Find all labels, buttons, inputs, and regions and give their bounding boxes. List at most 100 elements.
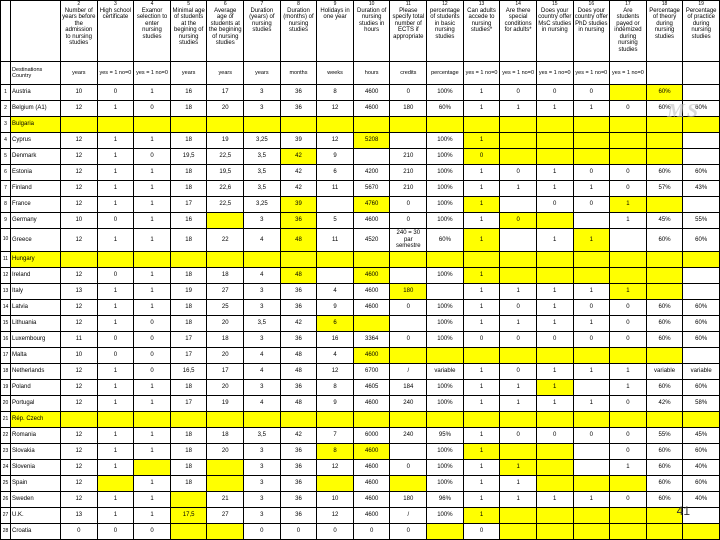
data-cell: 19,5 [207, 165, 244, 181]
data-cell: 1 [134, 475, 171, 491]
data-cell: 7 [317, 427, 354, 443]
country-cell: Sweden [11, 491, 61, 507]
table-row: 26Sweden12112133610460018096%1111060%40% [1, 491, 720, 507]
data-cell [573, 149, 610, 165]
data-cell [280, 411, 317, 427]
col-units: yes = 1 no=0 [500, 62, 537, 85]
row-number: 4 [1, 133, 11, 149]
data-cell: 1 [610, 197, 647, 213]
data-cell: 180 [390, 491, 427, 507]
data-cell: 18 [170, 165, 207, 181]
data-cell: 100% [427, 165, 464, 181]
row-number: 6 [1, 165, 11, 181]
data-cell: 0 [463, 331, 500, 347]
data-cell: 4760 [353, 197, 390, 213]
data-cell: 5670 [353, 181, 390, 197]
table-row: 27U.K.131117,527336124600/100%1 [1, 507, 720, 523]
data-cell: 16 [170, 213, 207, 229]
data-cell [97, 411, 134, 427]
col-header: 15Does your country offer MsC studies in… [536, 1, 573, 62]
data-cell: 1 [500, 101, 537, 117]
data-cell: 1 [463, 165, 500, 181]
data-cell: 12 [61, 427, 98, 443]
data-cell [573, 251, 610, 267]
data-cell [61, 411, 98, 427]
row-number: 12 [1, 267, 11, 283]
data-cell: 1 [134, 379, 171, 395]
country-cell: Cyprus [11, 133, 61, 149]
data-cell: 6700 [353, 363, 390, 379]
data-cell: 0 [390, 197, 427, 213]
data-cell: 0 [390, 299, 427, 315]
data-cell: 0 [500, 363, 537, 379]
data-cell: 1 [463, 85, 500, 101]
col-header: 10Duration of nursing studies in hours [353, 1, 390, 62]
data-cell: 11 [61, 331, 98, 347]
data-cell [683, 283, 720, 299]
data-cell: 1 [134, 133, 171, 149]
data-cell: 1 [536, 299, 573, 315]
data-cell [610, 267, 647, 283]
data-cell: 60% [646, 315, 683, 331]
row-number: 22 [1, 427, 11, 443]
data-cell: 3 [244, 331, 281, 347]
data-cell: 1 [97, 149, 134, 165]
data-cell: 1 [463, 197, 500, 213]
country-cell: Bulgaria [11, 117, 61, 133]
data-cell [353, 117, 390, 133]
col-units: Destinations Country [11, 62, 61, 85]
data-cell: 1 [97, 133, 134, 149]
country-cell: France [11, 197, 61, 213]
data-cell: 12 [317, 459, 354, 475]
country-cell: Germany [11, 213, 61, 229]
col-header: 5Minimal age of students at the begining… [170, 1, 207, 62]
data-cell: 1 [573, 363, 610, 379]
data-cell: 1 [610, 459, 647, 475]
row-number: 3 [1, 117, 11, 133]
data-cell: 0 [500, 213, 537, 229]
data-cell [170, 411, 207, 427]
data-cell [536, 475, 573, 491]
data-cell: 0 [61, 523, 98, 539]
row-number: 17 [1, 347, 11, 363]
data-cell: 36 [280, 213, 317, 229]
data-cell: 25 [207, 299, 244, 315]
table-row: 8France12111722,53,253947600100%1001 [1, 197, 720, 213]
data-cell: 1 [500, 491, 537, 507]
data-cell: 3 [244, 491, 281, 507]
table-row: 12Ireland120118184484600100%1 [1, 267, 720, 283]
data-cell: 0 [610, 101, 647, 117]
col-header: 2Number of years before the admission to… [61, 1, 98, 62]
data-cell [683, 523, 720, 539]
data-cell: 1 [463, 459, 500, 475]
data-cell: 3 [244, 459, 281, 475]
data-cell [646, 251, 683, 267]
data-cell [500, 347, 537, 363]
table-row: 3Bulgaria [1, 117, 720, 133]
data-cell: 20 [207, 347, 244, 363]
country-cell: Lithuania [11, 315, 61, 331]
data-cell: 3,5 [244, 165, 281, 181]
data-cell [646, 523, 683, 539]
data-cell: 4600 [353, 267, 390, 283]
data-cell: 6000 [353, 427, 390, 443]
data-cell: 0 [573, 165, 610, 181]
data-cell: 8 [317, 85, 354, 101]
data-cell: 18 [170, 443, 207, 459]
data-cell: 0 [536, 197, 573, 213]
data-cell: 0 [134, 101, 171, 117]
col-header: 7Duration (years) of nursing studies [244, 1, 281, 62]
data-cell: 100% [427, 459, 464, 475]
table-row: 24Slovenia121183361246000100%11160%40% [1, 459, 720, 475]
data-cell: 100% [427, 475, 464, 491]
data-cell: 1 [536, 315, 573, 331]
data-cell: 12 [61, 181, 98, 197]
data-cell [317, 267, 354, 283]
watermark: MS [667, 100, 700, 123]
data-cell: 1 [463, 443, 500, 459]
data-cell: 12 [61, 267, 98, 283]
data-cell: 1 [97, 459, 134, 475]
data-cell: 1 [500, 459, 537, 475]
data-cell: 36 [280, 101, 317, 117]
country-cell: Slovenia [11, 459, 61, 475]
